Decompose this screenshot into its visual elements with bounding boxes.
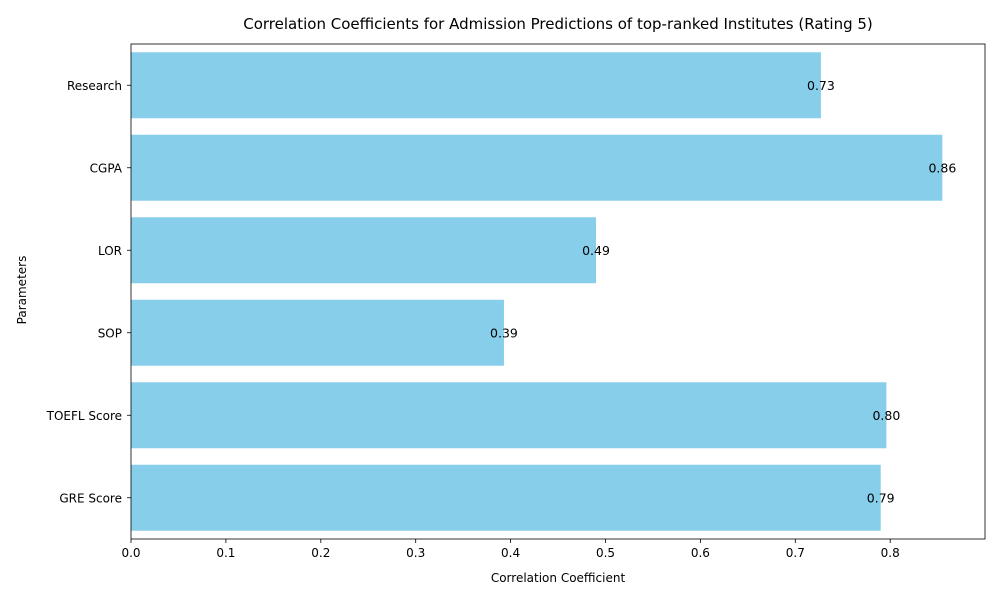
bar-sop: [131, 299, 504, 366]
y-tick-label: CGPA: [90, 161, 123, 175]
x-tick-label: 0.6: [691, 546, 710, 560]
plot-frame: [130, 43, 986, 540]
y-axis-label: Parameters: [15, 256, 29, 325]
data-label: 0.80: [872, 408, 900, 423]
chart-title: Correlation Coefficients for Admission P…: [243, 15, 873, 33]
x-tick-label: 0.5: [596, 546, 615, 560]
bar-gre-score: [131, 464, 881, 531]
axes-group: [130, 43, 986, 540]
x-tick-label: 0.7: [786, 546, 805, 560]
bars-group: [131, 52, 943, 531]
y-tick-label: SOP: [98, 326, 122, 340]
x-tick-label: 0.4: [501, 546, 520, 560]
y-ticks-group: GRE Score TOEFL Score SOP LOR CGPA Research: [46, 79, 131, 505]
y-tick-label: LOR: [98, 244, 122, 258]
x-tick-label: 0.3: [406, 546, 425, 560]
data-label: 0.49: [582, 243, 610, 258]
bar-research: [131, 52, 821, 119]
y-tick-label: GRE Score: [59, 491, 122, 505]
data-labels-group: 0.79 0.80 0.39 0.49 0.86 0.73: [490, 78, 956, 506]
x-tick-label: 0.8: [881, 546, 900, 560]
data-label: 0.79: [867, 490, 895, 505]
data-label: 0.39: [490, 325, 518, 340]
x-axis-label: Correlation Coefficient: [491, 571, 626, 585]
x-tick-label: 0.0: [121, 546, 140, 560]
x-tick-label: 0.1: [216, 546, 235, 560]
data-label: 0.73: [807, 78, 835, 93]
bar-cgpa: [131, 134, 943, 201]
bar-lor: [131, 217, 597, 284]
x-ticks-group: 0.0 0.1 0.2 0.3 0.4 0.5 0.6 0.7 0.8: [121, 539, 900, 560]
bar-toefl-score: [131, 382, 887, 449]
y-tick-label: TOEFL Score: [46, 409, 122, 423]
x-tick-label: 0.2: [311, 546, 330, 560]
data-label: 0.86: [928, 160, 956, 175]
y-tick-label: Research: [67, 79, 122, 93]
